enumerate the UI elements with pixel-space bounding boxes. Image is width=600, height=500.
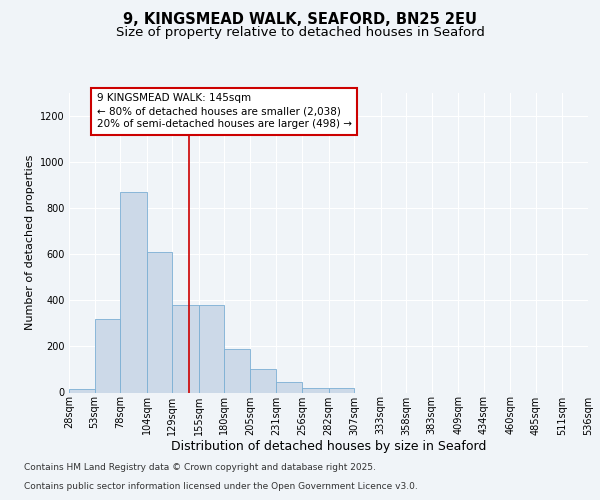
Text: 9 KINGSMEAD WALK: 145sqm
← 80% of detached houses are smaller (2,038)
20% of sem: 9 KINGSMEAD WALK: 145sqm ← 80% of detach… <box>97 93 352 130</box>
Bar <box>302 388 329 392</box>
Bar <box>250 370 277 392</box>
Bar <box>224 348 250 393</box>
Bar <box>146 252 172 392</box>
Y-axis label: Number of detached properties: Number of detached properties <box>25 155 35 330</box>
Bar <box>95 318 120 392</box>
Bar <box>120 192 146 392</box>
Text: Contains HM Land Registry data © Crown copyright and database right 2025.: Contains HM Land Registry data © Crown c… <box>24 464 376 472</box>
Text: Size of property relative to detached houses in Seaford: Size of property relative to detached ho… <box>116 26 484 39</box>
Bar <box>277 382 302 392</box>
Text: Contains public sector information licensed under the Open Government Licence v3: Contains public sector information licen… <box>24 482 418 491</box>
X-axis label: Distribution of detached houses by size in Seaford: Distribution of detached houses by size … <box>171 440 486 453</box>
Bar <box>69 389 95 392</box>
Bar <box>172 305 199 392</box>
Bar <box>329 388 354 392</box>
Bar <box>199 305 224 392</box>
Text: 9, KINGSMEAD WALK, SEAFORD, BN25 2EU: 9, KINGSMEAD WALK, SEAFORD, BN25 2EU <box>123 12 477 28</box>
